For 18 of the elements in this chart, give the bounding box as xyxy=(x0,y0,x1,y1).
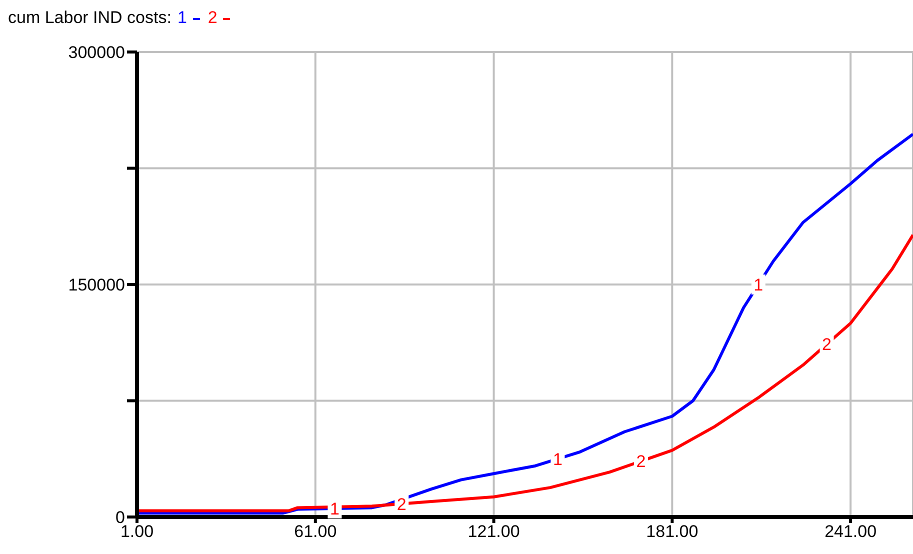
x-tick-label: 241.00 xyxy=(824,522,877,542)
legend-label: 2 xyxy=(208,8,218,27)
text: 1 xyxy=(330,499,340,518)
chart-title: cum Labor IND costs: xyxy=(8,8,172,27)
x-tick-label: 1.00 xyxy=(120,522,154,542)
text: 1 xyxy=(552,450,562,469)
y-tick-label: 300000 xyxy=(68,43,125,62)
text: 2 xyxy=(822,335,832,354)
text: 1 xyxy=(754,276,764,294)
line-series xyxy=(137,132,913,515)
line-series xyxy=(137,233,913,512)
text: 2 xyxy=(636,452,646,472)
x-tick-label: 181.00 xyxy=(646,522,698,542)
text: 2 xyxy=(396,494,406,514)
x-tick-label: 61.00 xyxy=(294,522,337,542)
x-tick-label: 121.00 xyxy=(468,522,520,542)
legend-label: 1 xyxy=(177,8,188,27)
y-tick-label: 150000 xyxy=(68,276,125,295)
